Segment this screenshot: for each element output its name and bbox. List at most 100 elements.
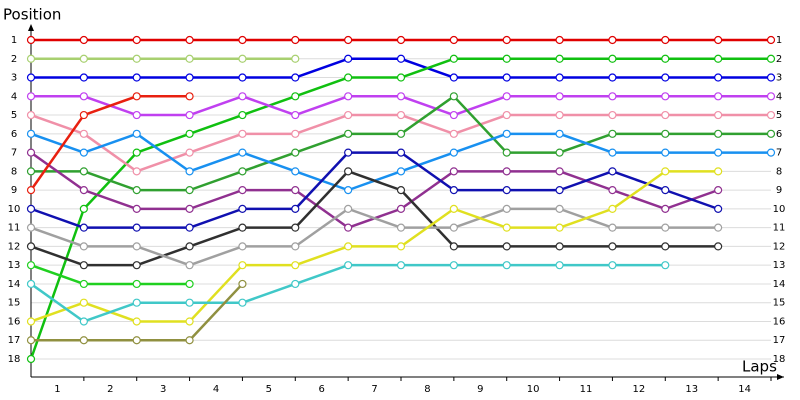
position-marker xyxy=(449,110,458,120)
position-marker xyxy=(344,204,353,213)
position-marker xyxy=(291,167,300,176)
position-marker xyxy=(238,129,247,138)
position-marker xyxy=(344,242,353,251)
position-marker xyxy=(132,73,141,82)
y-tick-label-right: 16 xyxy=(773,316,786,327)
position-marker xyxy=(396,261,406,270)
position-marker xyxy=(449,35,458,45)
y-tick-label-right: 2 xyxy=(776,54,782,65)
y-tick-label: 2 xyxy=(11,54,17,65)
position-marker xyxy=(132,148,141,157)
x-tick-label: 2 xyxy=(107,384,113,395)
position-marker xyxy=(238,54,247,63)
position-marker xyxy=(132,261,141,270)
x-tick-label: 12 xyxy=(632,384,645,395)
position-marker xyxy=(26,242,36,251)
position-marker xyxy=(238,279,247,289)
position-marker xyxy=(714,186,723,195)
position-marker xyxy=(79,223,88,232)
position-marker xyxy=(344,110,353,120)
position-marker xyxy=(714,92,723,101)
position-marker xyxy=(766,148,776,157)
position-marker xyxy=(502,261,511,270)
position-marker xyxy=(714,129,723,138)
position-marker xyxy=(449,261,458,270)
position-marker xyxy=(555,54,564,63)
y-tick-label-right: 14 xyxy=(773,279,786,290)
y-tick-label-right: 7 xyxy=(776,148,782,159)
position-marker xyxy=(502,223,511,232)
position-marker xyxy=(185,54,194,63)
position-marker xyxy=(291,110,300,120)
position-marker xyxy=(132,92,141,101)
position-marker xyxy=(132,242,141,251)
position-marker xyxy=(238,186,247,195)
position-marker xyxy=(396,73,406,82)
position-marker xyxy=(766,73,776,82)
position-marker xyxy=(608,73,617,82)
position-marker xyxy=(132,279,141,289)
position-marker xyxy=(344,129,353,138)
position-marker xyxy=(185,148,194,157)
position-marker xyxy=(555,35,564,45)
position-marker xyxy=(344,35,353,45)
x-tick-label: 7 xyxy=(371,384,377,395)
position-marker xyxy=(608,167,617,176)
position-marker xyxy=(132,336,141,345)
position-marker xyxy=(555,186,564,195)
position-marker xyxy=(396,92,406,101)
x-tick-label: 4 xyxy=(213,384,219,395)
position-line xyxy=(30,207,719,267)
position-marker xyxy=(449,167,458,176)
position-marker xyxy=(714,35,723,45)
position-marker xyxy=(661,186,670,195)
position-marker xyxy=(238,92,247,101)
y-tick-label: 13 xyxy=(8,260,21,271)
position-marker xyxy=(185,204,194,213)
position-marker xyxy=(502,73,511,82)
position-marker xyxy=(185,261,194,270)
y-tick-label: 3 xyxy=(11,73,17,84)
position-marker xyxy=(502,186,511,195)
y-tick-label: 11 xyxy=(8,223,21,234)
position-marker xyxy=(555,110,564,120)
y-tick-label-right: 18 xyxy=(773,354,786,365)
y-tick-label-right: 8 xyxy=(776,166,782,177)
y-tick-label: 7 xyxy=(11,148,17,159)
position-marker xyxy=(185,73,194,82)
position-line xyxy=(30,170,719,323)
position-marker xyxy=(766,110,776,120)
position-marker xyxy=(396,110,406,120)
position-marker xyxy=(291,204,300,213)
markers xyxy=(26,35,776,364)
position-marker xyxy=(608,148,617,157)
position-marker xyxy=(661,167,670,176)
position-marker xyxy=(26,186,36,195)
x-tick-label: 11 xyxy=(580,384,593,395)
x-tick-label: 3 xyxy=(160,384,166,395)
position-marker xyxy=(79,110,88,120)
position-marker xyxy=(608,35,617,45)
position-marker xyxy=(661,223,670,232)
position-marker xyxy=(449,73,458,82)
x-tick-label: 5 xyxy=(266,384,272,395)
position-marker xyxy=(26,223,36,232)
y-tick-label-right: 11 xyxy=(773,223,786,234)
y-tick-label-right: 15 xyxy=(773,298,786,309)
position-marker xyxy=(79,317,88,326)
position-marker xyxy=(291,261,300,270)
position-marker xyxy=(344,73,353,82)
position-marker xyxy=(502,204,511,213)
position-marker xyxy=(291,35,300,45)
position-marker xyxy=(132,110,141,120)
position-line xyxy=(30,263,190,286)
position-marker xyxy=(502,110,511,120)
position-marker xyxy=(132,129,141,138)
position-marker xyxy=(79,167,88,176)
position-marker xyxy=(185,242,194,251)
position-marker xyxy=(661,92,670,101)
position-marker xyxy=(344,54,353,63)
position-marker xyxy=(714,148,723,157)
y-tick-label: 16 xyxy=(8,316,21,327)
